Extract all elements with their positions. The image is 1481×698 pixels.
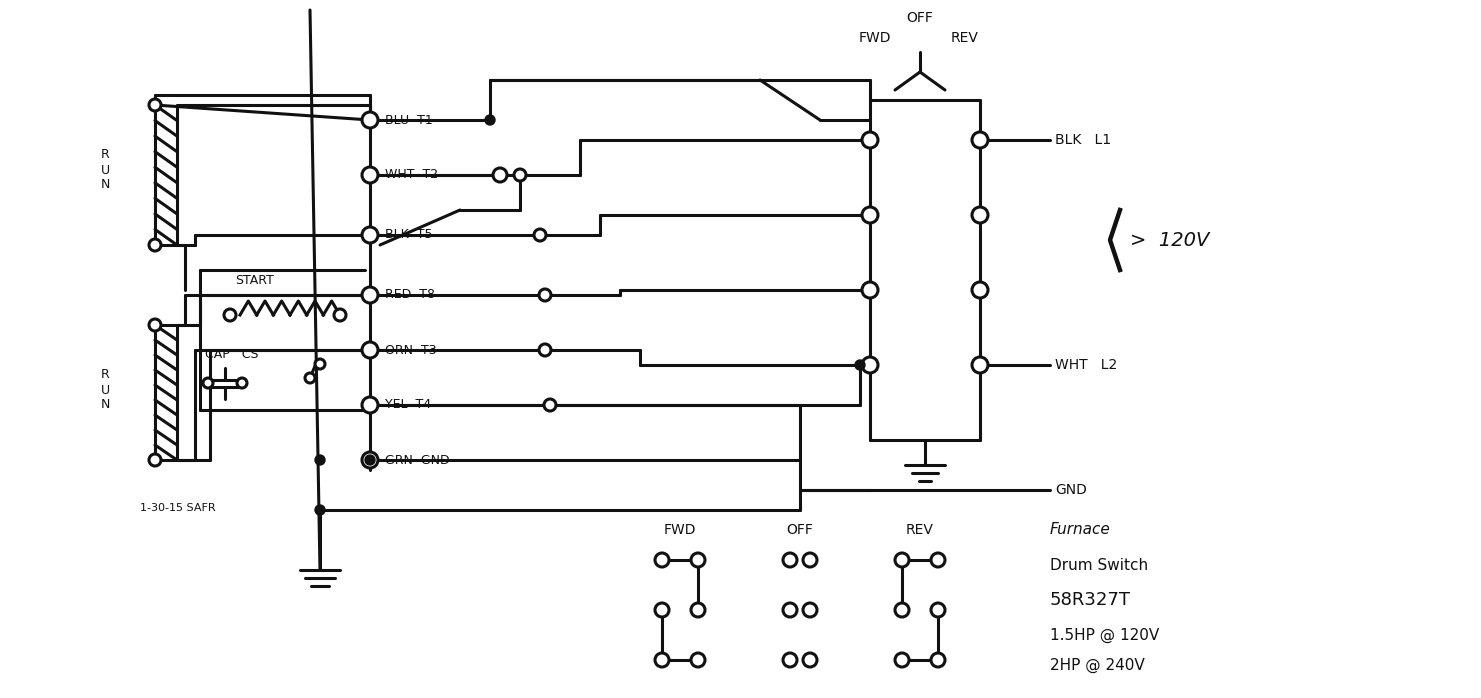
Circle shape — [862, 132, 878, 148]
Text: REV: REV — [906, 523, 935, 537]
Text: ORN  T3: ORN T3 — [385, 343, 437, 357]
Text: Furnace: Furnace — [1050, 523, 1111, 537]
Circle shape — [361, 112, 378, 128]
Circle shape — [361, 342, 378, 358]
Circle shape — [305, 373, 315, 383]
Circle shape — [484, 115, 495, 125]
Circle shape — [361, 452, 378, 468]
Text: RED  T8: RED T8 — [385, 288, 435, 302]
Text: START: START — [235, 274, 274, 286]
Circle shape — [364, 455, 375, 465]
Text: 1-30-15 SAFR: 1-30-15 SAFR — [141, 503, 216, 513]
Text: R
U
N: R U N — [101, 369, 110, 412]
Circle shape — [932, 553, 945, 567]
Circle shape — [972, 357, 988, 373]
Circle shape — [361, 167, 378, 183]
Circle shape — [895, 603, 909, 617]
Text: REV: REV — [951, 31, 979, 45]
Circle shape — [535, 229, 546, 241]
Circle shape — [315, 359, 324, 369]
Circle shape — [895, 553, 909, 567]
Circle shape — [932, 603, 945, 617]
Circle shape — [895, 653, 909, 667]
Circle shape — [655, 653, 669, 667]
Circle shape — [544, 399, 555, 411]
Circle shape — [803, 653, 818, 667]
Circle shape — [335, 309, 347, 321]
Text: >  120V: > 120V — [1130, 230, 1210, 249]
Circle shape — [862, 207, 878, 223]
Circle shape — [655, 553, 669, 567]
Circle shape — [932, 653, 945, 667]
Circle shape — [783, 553, 797, 567]
Circle shape — [783, 653, 797, 667]
Circle shape — [862, 357, 878, 373]
Text: R
U
N: R U N — [101, 149, 110, 191]
Text: OFF: OFF — [906, 11, 933, 25]
Text: BLK   L1: BLK L1 — [1054, 133, 1111, 147]
Circle shape — [224, 309, 235, 321]
Circle shape — [783, 603, 797, 617]
Circle shape — [803, 553, 818, 567]
Text: CAP   CS: CAP CS — [204, 348, 259, 362]
Text: GRN  GND: GRN GND — [385, 454, 450, 466]
Circle shape — [692, 653, 705, 667]
Text: 58R327T: 58R327T — [1050, 591, 1131, 609]
Circle shape — [150, 99, 161, 111]
Text: BLU  T1: BLU T1 — [385, 114, 432, 126]
Circle shape — [493, 168, 507, 182]
Circle shape — [972, 282, 988, 298]
Circle shape — [803, 603, 818, 617]
Circle shape — [361, 397, 378, 413]
Circle shape — [655, 603, 669, 617]
Text: FWD: FWD — [663, 523, 696, 537]
Text: GND: GND — [1054, 483, 1087, 497]
Circle shape — [692, 603, 705, 617]
Text: WHT  T2: WHT T2 — [385, 168, 438, 181]
Text: WHT   L2: WHT L2 — [1054, 358, 1117, 372]
Text: Drum Switch: Drum Switch — [1050, 558, 1148, 572]
Circle shape — [862, 282, 878, 298]
Text: 2HP @ 240V: 2HP @ 240V — [1050, 658, 1145, 673]
Circle shape — [315, 505, 324, 515]
Circle shape — [150, 454, 161, 466]
Text: FWD: FWD — [859, 31, 892, 45]
Circle shape — [692, 553, 705, 567]
Text: BLK  T5: BLK T5 — [385, 228, 432, 242]
Circle shape — [539, 289, 551, 301]
Circle shape — [203, 378, 213, 388]
Circle shape — [150, 319, 161, 331]
Text: 1.5HP @ 120V: 1.5HP @ 120V — [1050, 628, 1160, 643]
Text: OFF: OFF — [786, 523, 813, 537]
Circle shape — [237, 378, 247, 388]
Circle shape — [539, 344, 551, 356]
Text: YEL  T4: YEL T4 — [385, 399, 431, 412]
Circle shape — [361, 287, 378, 303]
Circle shape — [150, 239, 161, 251]
Circle shape — [972, 207, 988, 223]
Circle shape — [972, 132, 988, 148]
Circle shape — [514, 169, 526, 181]
Circle shape — [315, 455, 324, 465]
Circle shape — [361, 227, 378, 243]
Circle shape — [855, 360, 865, 370]
